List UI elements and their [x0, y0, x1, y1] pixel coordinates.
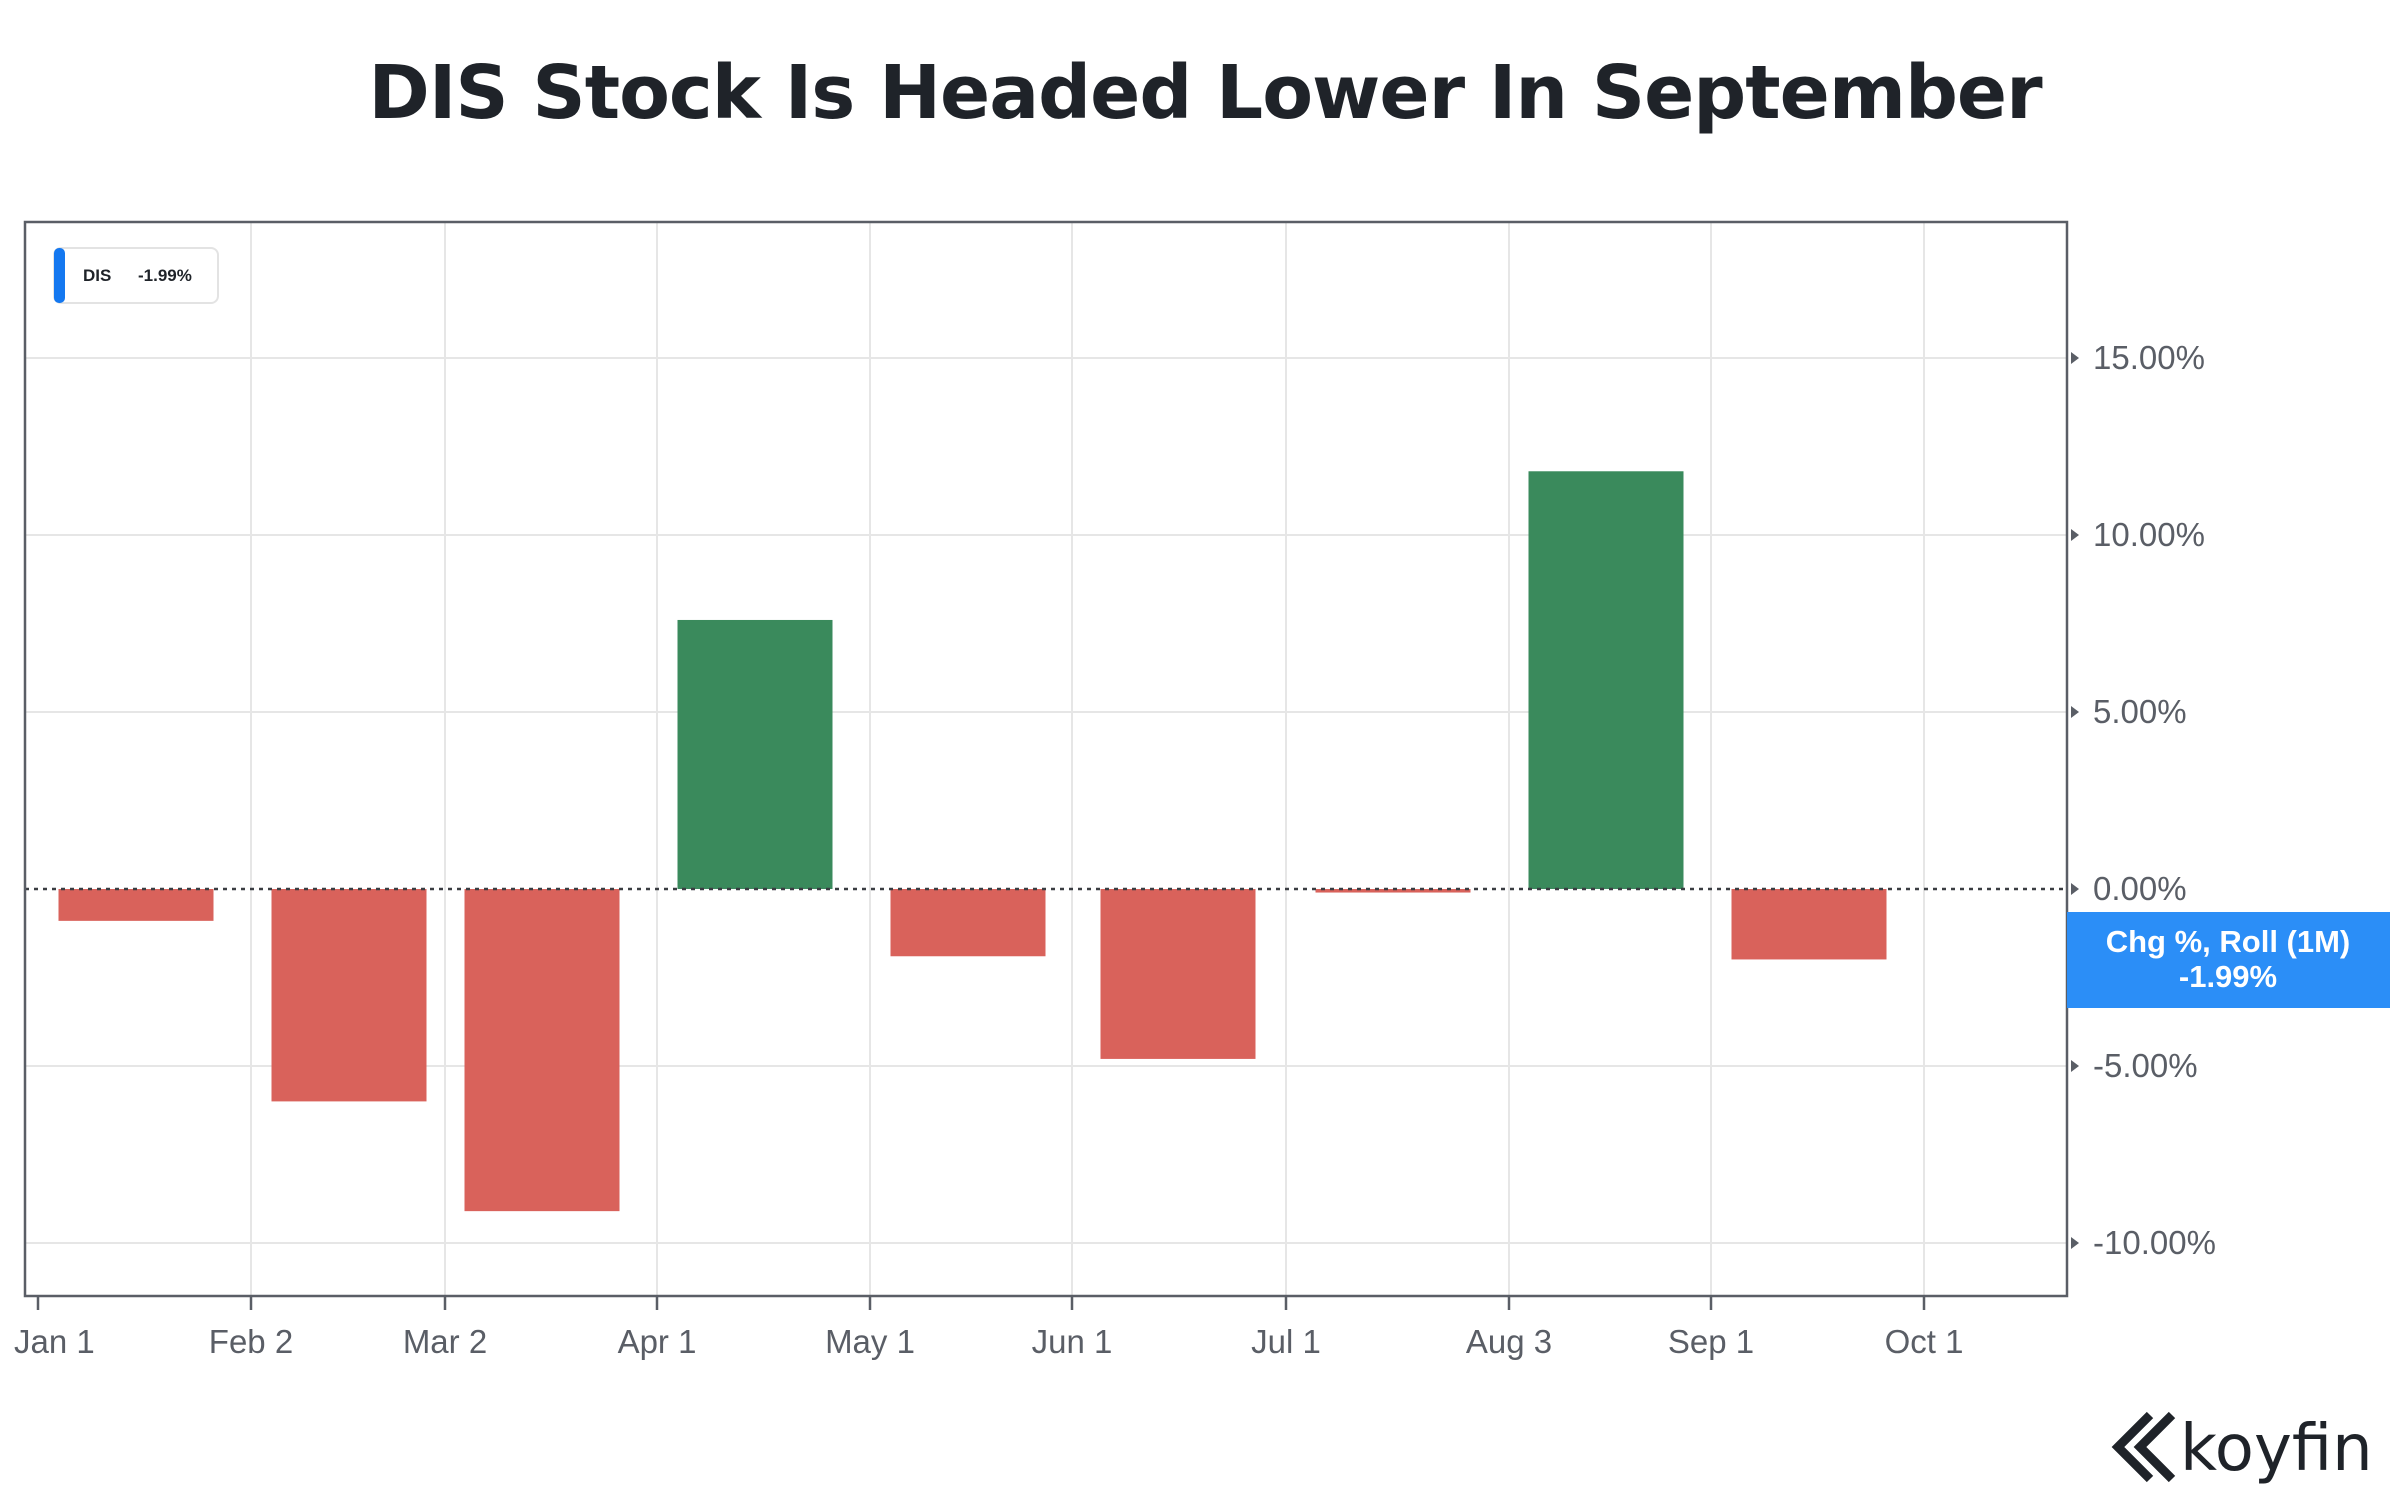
x-tick-label: Jun 1: [1032, 1323, 1113, 1360]
bar-apr: [677, 619, 833, 889]
y-tick-mark: [2071, 883, 2079, 895]
koyfin-wordmark: koyfin: [2180, 1412, 2373, 1486]
x-tick-label: Oct 1: [1885, 1323, 1964, 1360]
value-badge-background: [2067, 912, 2390, 1008]
x-tick-label: Mar 2: [403, 1323, 487, 1360]
x-tick-label: May 1: [825, 1323, 915, 1360]
bar-jun: [1100, 889, 1256, 1059]
koyfin-logo-icon: [2111, 1411, 2176, 1483]
bar-sep: [1731, 889, 1887, 960]
legend[interactable]: DIS -1.99%: [53, 247, 219, 304]
x-tick-label: Apr 1: [618, 1323, 697, 1360]
y-tick-mark: [2071, 706, 2079, 718]
plot-frame: [23, 220, 2069, 1298]
legend-color-marker: [54, 248, 65, 303]
grid-lines: [25, 222, 2067, 1296]
x-axis: Jan 1 Feb 2 Mar 2 Apr 1 May 1 Jun 1 Jul 1 Aug 3…: [14, 1296, 1963, 1360]
bar-feb: [271, 889, 427, 1102]
chart-title: DIS Stock Is Headed Lower In September: [368, 50, 2042, 136]
y-tick-label: 5.00%: [2093, 693, 2187, 730]
x-tick-label: Jan 1: [14, 1323, 95, 1360]
y-tick-mark: [2071, 1060, 2079, 1072]
y-tick-label: -5.00%: [2093, 1047, 2198, 1084]
y-tick-label: -10.00%: [2093, 1224, 2216, 1261]
bar-may: [890, 889, 1046, 957]
y-tick-mark: [2071, 529, 2079, 541]
x-tick-label: Feb 2: [209, 1323, 293, 1360]
y-tick-label: 15.00%: [2093, 339, 2205, 376]
bar-mar: [464, 889, 620, 1212]
y-tick-label: 0.00%: [2093, 870, 2187, 907]
bar-jan: [58, 889, 214, 921]
legend-value: -1.99%: [138, 266, 192, 285]
value-badge-value: -1.99%: [2179, 959, 2277, 994]
y-axis: 15.00% 10.00% 5.00% 0.00% -5.00% -10.00%: [2071, 339, 2216, 1261]
y-tick-mark: [2071, 1237, 2079, 1249]
value-badge-label: Chg %, Roll (1M): [2106, 924, 2351, 959]
value-badge: Chg %, Roll (1M) -1.99%: [2067, 912, 2390, 1008]
y-tick-label: 10.00%: [2093, 516, 2205, 553]
legend-box: [53, 247, 219, 304]
x-tick-label: Jul 1: [1251, 1323, 1321, 1360]
legend-ticker: DIS: [83, 266, 111, 285]
koyfin-brand: koyfin: [2111, 1411, 2373, 1486]
x-tick-label: Sep 1: [1668, 1323, 1754, 1360]
bar-jul: [1315, 889, 1471, 893]
bar-aug: [1528, 471, 1684, 889]
y-tick-mark: [2071, 352, 2079, 364]
x-tick-label: Aug 3: [1466, 1323, 1552, 1360]
bars: [58, 471, 1887, 1212]
